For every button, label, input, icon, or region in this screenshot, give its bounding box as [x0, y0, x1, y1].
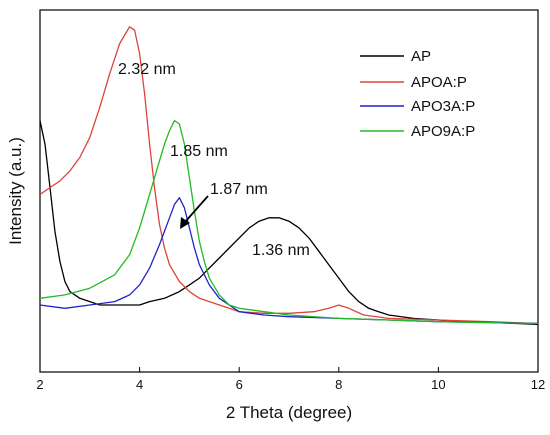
x-tick-label: 8 — [335, 377, 342, 392]
y-axis-title: Intensity (a.u.) — [6, 137, 25, 245]
x-axis-ticks: 2 4 6 8 10 12 — [36, 367, 545, 392]
series-line-apoa-p — [39, 26, 539, 325]
x-tick-label: 10 — [431, 377, 445, 392]
plot-frame — [39, 9, 539, 373]
series-line-apo9a-p — [39, 119, 539, 325]
annotation-arrow-line — [184, 195, 209, 223]
x-tick-label: 12 — [531, 377, 545, 392]
legend: AP APOA:P APO3A:P APO9A:P — [360, 48, 475, 140]
series-layer — [39, 26, 539, 326]
legend-label-apo9a-p: APO9A:P — [411, 123, 475, 140]
x-tick-label: 6 — [236, 377, 243, 392]
annotation-1-85nm: 1.85 nm — [170, 143, 228, 160]
legend-label-apo3a-p: APO3A:P — [411, 98, 475, 115]
series-line-ap — [39, 120, 539, 326]
annotation-2-32nm: 2.32 nm — [118, 61, 176, 78]
annotation-1-36nm: 1.36 nm — [252, 242, 310, 259]
annotations: 2.32 nm 1.85 nm 1.87 nm 1.36 nm — [118, 61, 310, 259]
annotation-1-87nm: 1.87 nm — [210, 181, 268, 198]
legend-label-apoa-p: APOA:P — [411, 74, 467, 91]
x-axis-title: 2 Theta (degree) — [226, 403, 352, 422]
x-tick-label: 4 — [136, 377, 143, 392]
legend-label-ap: AP — [411, 48, 431, 65]
x-tick-label: 2 — [36, 377, 43, 392]
annotation-arrow-head — [180, 217, 190, 229]
